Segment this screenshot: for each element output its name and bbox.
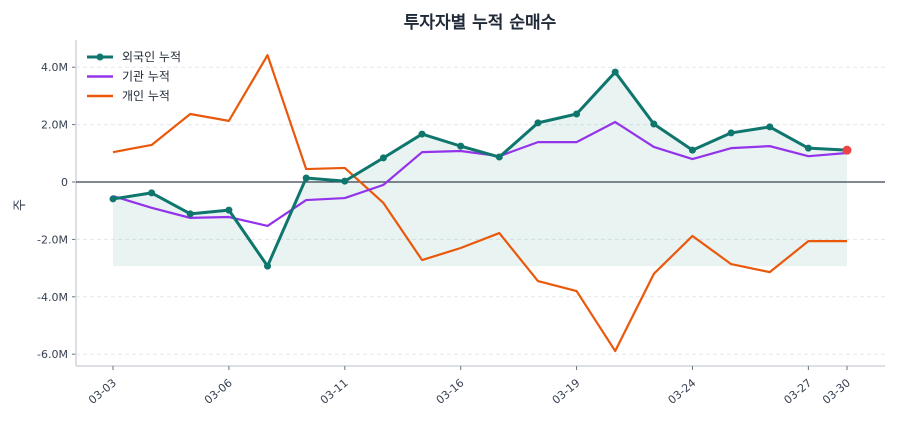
data-point bbox=[186, 210, 194, 218]
y-tick-label: 4.0M bbox=[41, 61, 68, 74]
x-tick-label: 03-11 bbox=[318, 376, 351, 407]
x-tick-label: 03-24 bbox=[666, 376, 699, 407]
x-tick-label: 03-30 bbox=[820, 376, 853, 407]
data-point bbox=[457, 142, 465, 150]
data-point bbox=[264, 262, 272, 270]
data-point bbox=[418, 130, 426, 138]
data-point bbox=[379, 154, 387, 162]
x-tick-label: 03-27 bbox=[781, 376, 814, 407]
data-point bbox=[534, 119, 542, 127]
data-point bbox=[109, 195, 117, 203]
data-point bbox=[766, 123, 774, 131]
y-tick-label: -2.0M bbox=[37, 233, 68, 246]
x-tick-label: 03-03 bbox=[86, 376, 119, 407]
data-point bbox=[650, 120, 658, 128]
data-point bbox=[842, 145, 852, 155]
x-tick-label: 03-06 bbox=[202, 376, 235, 407]
x-tick-label: 03-16 bbox=[434, 376, 467, 407]
data-point bbox=[804, 144, 812, 152]
legend-marker bbox=[96, 53, 104, 61]
chart-title: 투자자별 누적 순매수 bbox=[404, 13, 557, 33]
series-line-2 bbox=[112, 54, 847, 353]
data-point bbox=[688, 146, 696, 154]
y-tick-label: 0 bbox=[61, 176, 68, 189]
data-point bbox=[727, 129, 735, 137]
data-point bbox=[225, 206, 233, 214]
y-tick-label: 2.0M bbox=[41, 119, 68, 132]
foreign-fill-area bbox=[113, 72, 847, 267]
data-point bbox=[611, 68, 619, 76]
x-tick-label: 03-19 bbox=[550, 376, 583, 407]
data-point bbox=[573, 110, 581, 118]
data-point bbox=[148, 189, 156, 197]
data-point bbox=[341, 177, 349, 185]
data-point bbox=[495, 153, 503, 161]
legend-label: 기관 누적 bbox=[122, 70, 170, 84]
legend-label: 외국인 누적 bbox=[122, 50, 181, 64]
legend-label: 개인 누적 bbox=[122, 89, 170, 103]
series-line-0 bbox=[112, 70, 848, 268]
y-tick-label: -4.0M bbox=[37, 291, 68, 304]
y-axis-label: 주 bbox=[13, 199, 28, 211]
data-point bbox=[302, 174, 310, 182]
y-tick-label: -6.0M bbox=[37, 348, 68, 361]
